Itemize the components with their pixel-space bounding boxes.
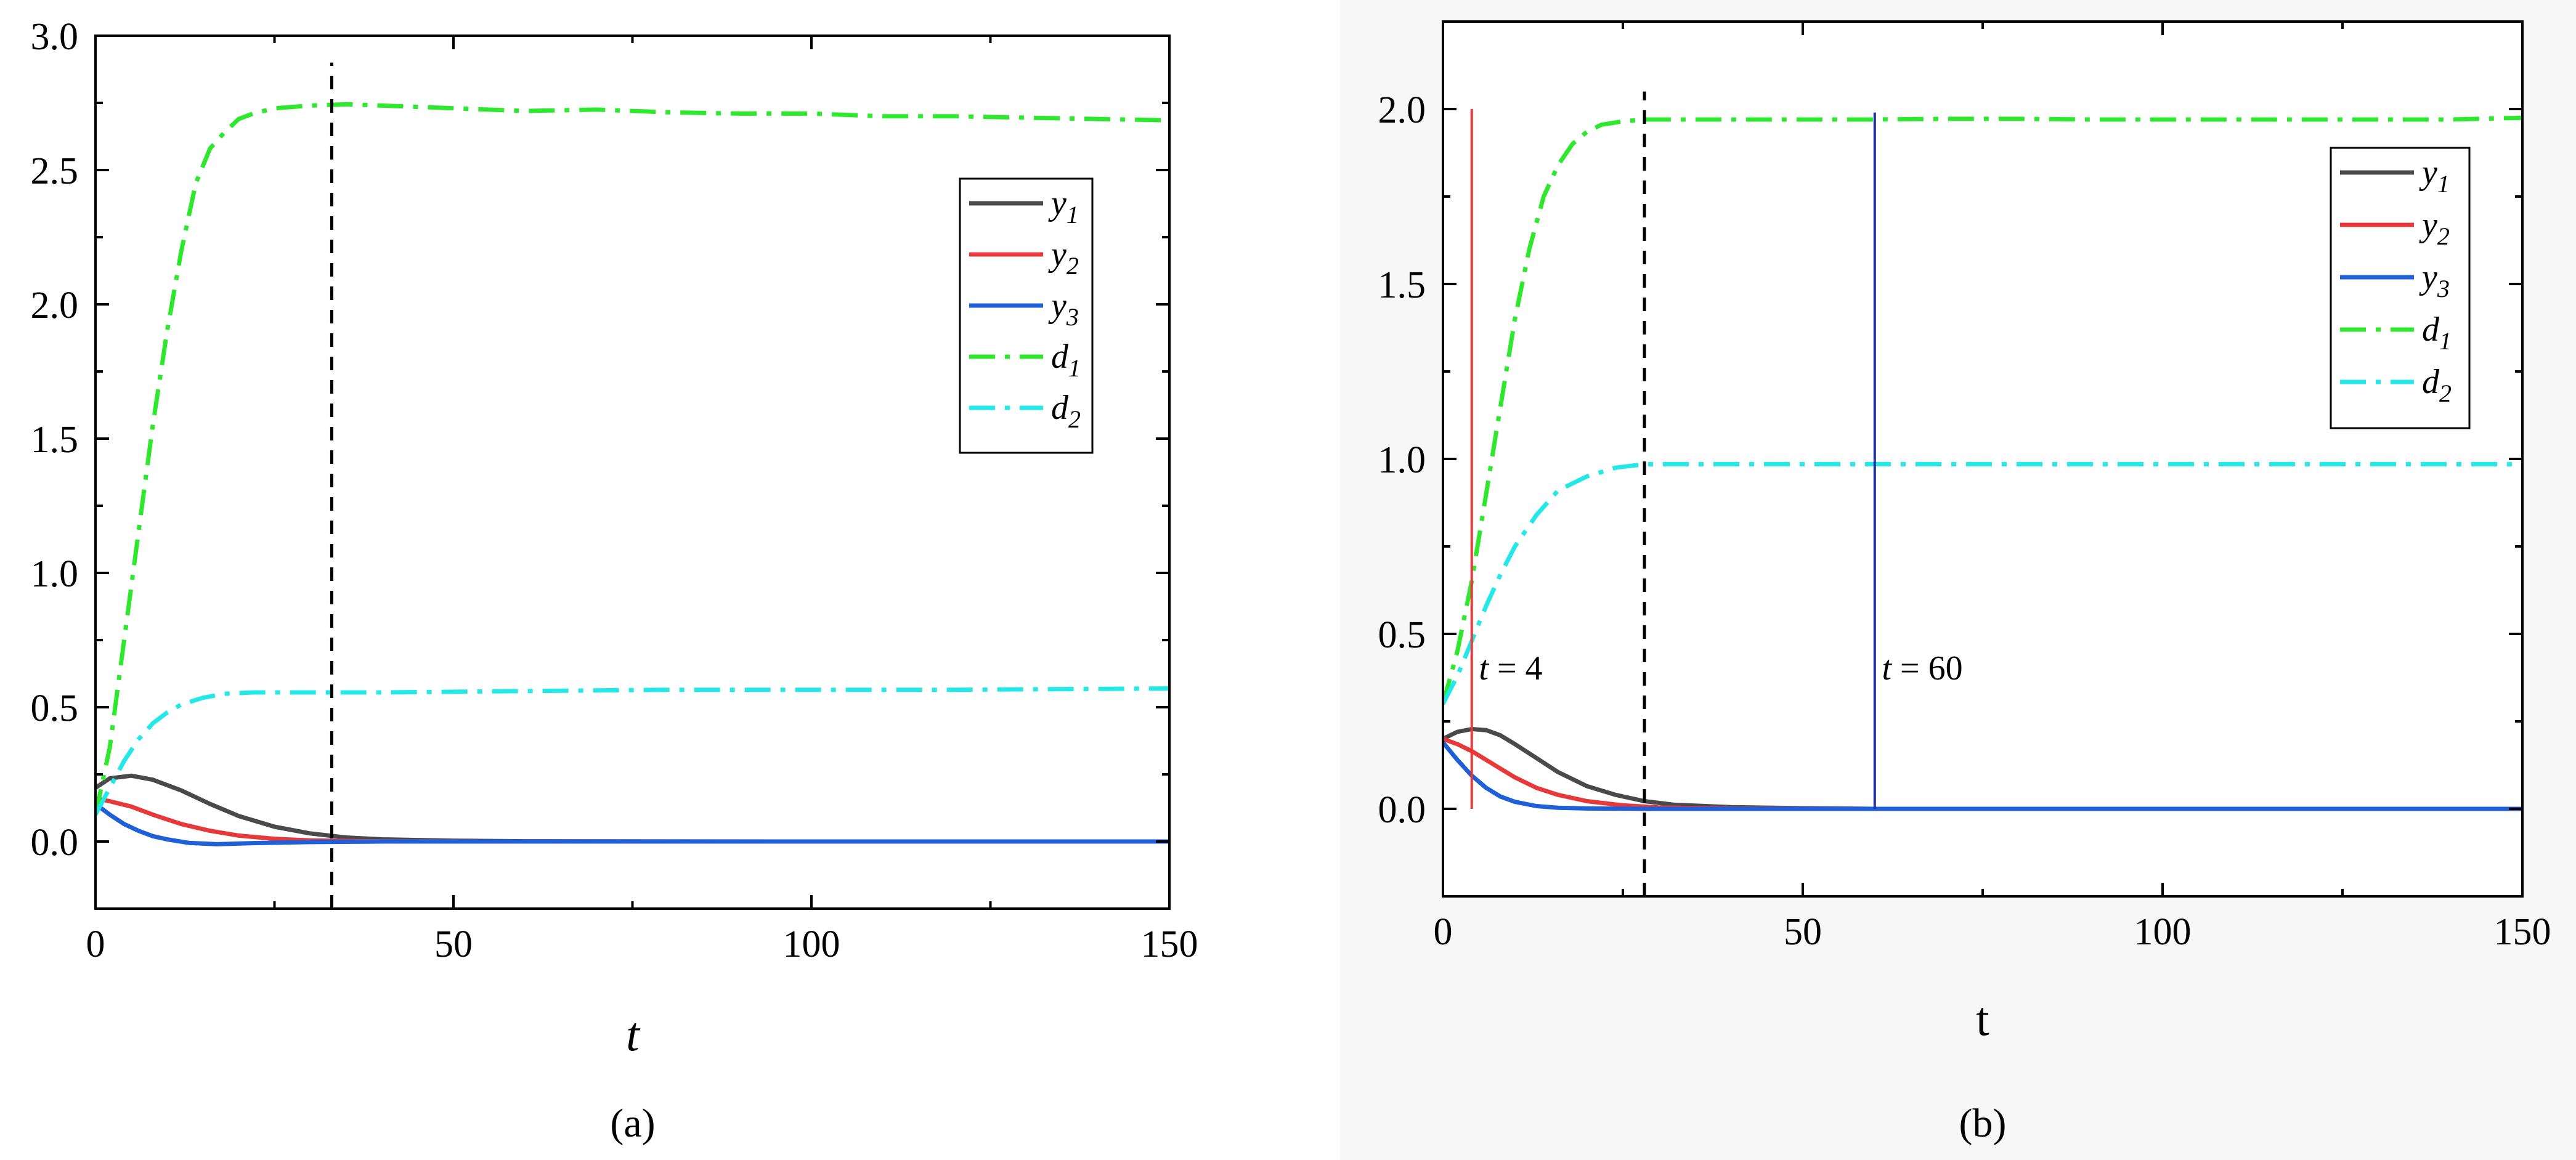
legend-label-y3: y3 bbox=[2419, 258, 2450, 302]
x-axis-title: t bbox=[1976, 992, 1989, 1045]
legend-label-d2: d2 bbox=[2422, 363, 2452, 407]
x-tick-label: 0 bbox=[1434, 911, 1453, 953]
x-tick-label: 0 bbox=[86, 923, 105, 965]
y-tick-label: 0.5 bbox=[1378, 614, 1426, 656]
legend-label-y1: y1 bbox=[2419, 153, 2450, 198]
panel-label: (b) bbox=[1959, 1101, 2007, 1146]
y-tick-label: 0.0 bbox=[31, 822, 79, 864]
legend-label-d2: d2 bbox=[1051, 389, 1081, 433]
panel-a: 0 50 100 150 0.0 0.5 1.0 1.5 2.0 2.5 3.0 t (a) y1 y2 y3… bbox=[31, 16, 1198, 1146]
series-line-d1 bbox=[1443, 115, 2522, 705]
series-line-y3 bbox=[1443, 740, 2522, 811]
y-tick-label: 3.0 bbox=[31, 16, 79, 58]
annotation-1: t = 60 bbox=[1882, 649, 1962, 687]
y-tick-label: 1.5 bbox=[1378, 264, 1426, 306]
series-line-d1 bbox=[95, 102, 1169, 816]
series-line-d2 bbox=[1443, 462, 2522, 705]
y-tick-label: 1.5 bbox=[31, 419, 79, 461]
x-tick-label: 150 bbox=[2494, 911, 2551, 953]
x-axis-title: t bbox=[626, 1007, 641, 1061]
y-tick-label: 2.0 bbox=[31, 285, 79, 327]
legend-label-d1: d1 bbox=[2422, 310, 2452, 355]
annotation-0: t = 4 bbox=[1479, 649, 1542, 687]
legend-label-y2: y2 bbox=[2419, 206, 2450, 250]
legend-label-d1: d1 bbox=[1051, 338, 1081, 382]
y-tick-label: 1.0 bbox=[1378, 439, 1426, 481]
y-tick-label: 1.0 bbox=[31, 553, 79, 595]
x-tick-label: 100 bbox=[783, 923, 840, 965]
y-tick-label: 0.5 bbox=[31, 687, 79, 729]
x-tick-label: 100 bbox=[2134, 911, 2192, 953]
x-tick-label: 50 bbox=[434, 923, 473, 965]
legend-label-y1: y1 bbox=[1048, 184, 1079, 229]
panel-label: (a) bbox=[610, 1101, 655, 1146]
y-tick-label: 2.0 bbox=[1378, 89, 1426, 131]
plot-area bbox=[95, 36, 1169, 909]
y-tick-label: 0.0 bbox=[1378, 789, 1426, 831]
panel-b: t = 4 t = 60 0 50 100 150 0.0 0.5 1.0 1.5 2.0 t (b) y… bbox=[1378, 20, 2551, 1146]
series-line-y3 bbox=[95, 802, 1169, 846]
legend-label-y3: y3 bbox=[1048, 286, 1079, 331]
legend-label-y2: y2 bbox=[1048, 235, 1079, 280]
x-tick-label: 150 bbox=[1141, 923, 1198, 965]
y-tick-label: 2.5 bbox=[31, 150, 79, 192]
x-tick-label: 50 bbox=[1784, 911, 1822, 953]
